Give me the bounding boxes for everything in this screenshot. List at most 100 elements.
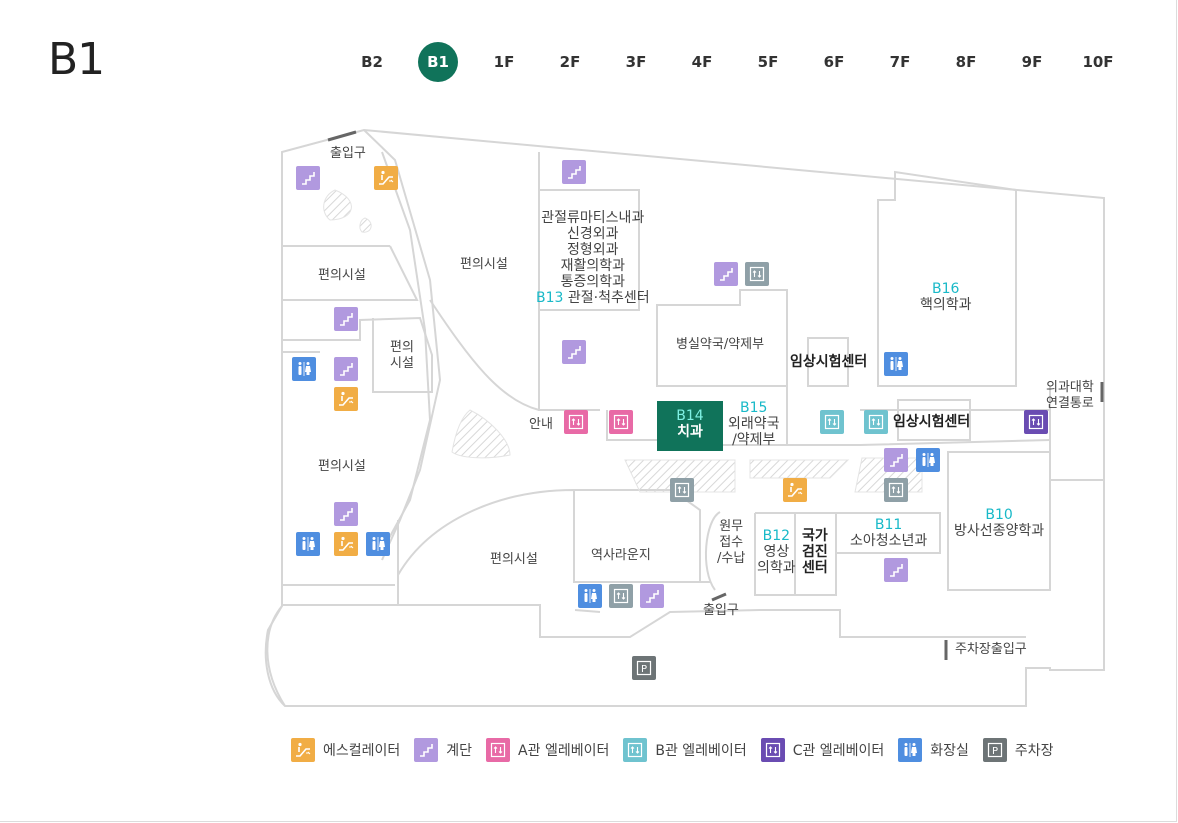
national-screening-center[interactable]: 국가 검진 센터 [802,528,828,576]
floor-tab-label: 5F [757,53,779,71]
legend-elevator-b: B관 엘레베이터 [623,738,747,762]
floor-title: B1 [48,34,105,85]
elevator-a-icon[interactable] [609,410,633,434]
stairs-icon[interactable] [334,307,358,331]
floor-tab-label: 2F [559,53,581,71]
floor-tab-label: 8F [955,53,977,71]
floor-tab-10f[interactable]: 10F [1065,42,1131,82]
pharmacy-label[interactable]: 병실약국/약제부 [676,337,765,352]
elevator-icon[interactable] [609,584,633,608]
history-lounge-label[interactable]: 역사라운지 [591,548,651,563]
escalator-icon[interactable] [374,166,398,190]
legend-label: 주차장 [1014,743,1054,759]
floor-tab-label: 1F [493,53,515,71]
legend-parking: P 주차장 [982,738,1054,762]
dept-outpatient-pharmacy[interactable]: B15 외래약국/약제부 [728,400,780,448]
med-college-passage-label: 의과대학 연결통로 [1046,380,1094,411]
elevator-b-icon[interactable] [820,410,844,434]
restroom-icon[interactable] [578,584,602,608]
floor-tab-2f[interactable]: 2F [537,42,603,82]
elevator-b-icon [623,738,648,762]
elevator-icon[interactable] [884,478,908,502]
dept-nuclear-medicine[interactable]: B16 핵의학과 [920,281,972,313]
elevator-c-icon [760,738,785,762]
elevator-a-icon [486,738,511,762]
escalator-icon[interactable] [334,387,358,411]
escalator-icon [291,738,315,762]
floor-tab-6f[interactable]: 6F [801,42,867,82]
restroom-icon[interactable] [292,357,316,381]
stairs-icon[interactable] [562,340,586,364]
elevator-c-icon[interactable] [1024,410,1048,434]
elevator-icon[interactable] [745,262,769,286]
escalator-icon[interactable] [334,532,358,556]
stairs-icon[interactable] [884,448,908,472]
legend-label: 에스컬레이터 [323,743,401,759]
floor-tab-label: 9F [1021,53,1043,71]
floor-tab-label: 10F [1082,53,1114,71]
legend-label: 화장실 [930,743,969,759]
restroom-icon[interactable] [296,532,320,556]
dept-pediatrics[interactable]: B11 소아청소년과 [850,517,928,549]
admin-reception-label[interactable]: 원무 접수/수납 [717,519,746,566]
restroom-icon[interactable] [366,532,390,556]
legend-escalator: 에스컬레이터 [291,738,400,762]
stairs-icon[interactable] [640,584,664,608]
escalator-icon[interactable] [783,478,807,502]
restroom-icon[interactable] [884,352,908,376]
stairs-icon[interactable] [884,558,908,582]
restroom-icon[interactable] [916,448,940,472]
floor-tab-label: 7F [889,53,911,71]
elevator-a-icon[interactable] [564,410,588,434]
floor-tab-5f[interactable]: 5F [735,42,801,82]
dept-dentistry[interactable]: B14 치과 [657,401,723,451]
floor-tab-3f[interactable]: 3F [603,42,669,82]
entrance-top-label: 출입구 [330,146,366,161]
floor-tab-8f[interactable]: 8F [933,42,999,82]
parking-icon[interactable]: P [632,656,656,680]
floor-tab-b1[interactable]: B1 [405,42,471,82]
stairs-icon[interactable] [562,160,586,184]
legend-label: 계단 [446,743,473,759]
legend-label: C관 엘레베이터 [792,743,885,759]
floor-tab-4f[interactable]: 4F [669,42,735,82]
floor-tab-label: 3F [625,53,647,71]
convenience-label: 편의시설 [490,552,538,567]
floor-tab-label: B1 [418,42,458,82]
parking-entrance-label: 주차장출입구 [955,642,1027,657]
floor-tabs: B2 B1 1F 2F 3F 4F 5F 6F 7F 8F 9F 10F [339,42,1131,82]
stairs-icon[interactable] [714,262,738,286]
dept-orthopedic-spine[interactable]: 관절류마티스내과 신경외과 정형외과 재활의학과 통증의학과 B13 관절·척추… [536,210,650,306]
clinical-trial-center-label[interactable]: 임상시험센터 [893,414,971,430]
dept-radiology[interactable]: B12 영상 의학과 [757,528,796,576]
convenience-label: 편의시설 [318,459,366,474]
entrance-bottom-label: 출입구 [703,603,739,618]
elevator-icon[interactable] [670,478,694,502]
stairs-icon [414,738,439,762]
legend-label: B관 엘레베이터 [655,743,747,759]
stairs-icon[interactable] [334,502,358,526]
floor-tab-label: B2 [361,53,383,71]
floor-tab-label: 4F [691,53,713,71]
convenience-label: 편의시설 [318,268,366,283]
info-desk-label[interactable]: 안내 [529,417,553,432]
legend-label: A관 엘레베이터 [518,743,610,759]
clinical-trial-center-label[interactable]: 임상시험센터 [790,354,868,370]
convenience-label: 편의시설 [460,257,508,272]
floor-tab-label: 6F [823,53,845,71]
legend-elevator-a: A관 엘레베이터 [486,738,609,762]
floor-tab-7f[interactable]: 7F [867,42,933,82]
floor-tab-b2[interactable]: B2 [339,42,405,82]
floor-tab-9f[interactable]: 9F [999,42,1065,82]
legend-stairs: 계단 [414,738,472,762]
dept-radiation-oncology[interactable]: B10 방사선종양학과 [954,507,1045,539]
legend-elevator-c: C관 엘레베이터 [760,738,885,762]
floor-tab-1f[interactable]: 1F [471,42,537,82]
stairs-icon[interactable] [296,166,320,190]
svg-text:P: P [992,746,998,757]
elevator-b-icon[interactable] [864,410,888,434]
stairs-icon[interactable] [334,357,358,381]
